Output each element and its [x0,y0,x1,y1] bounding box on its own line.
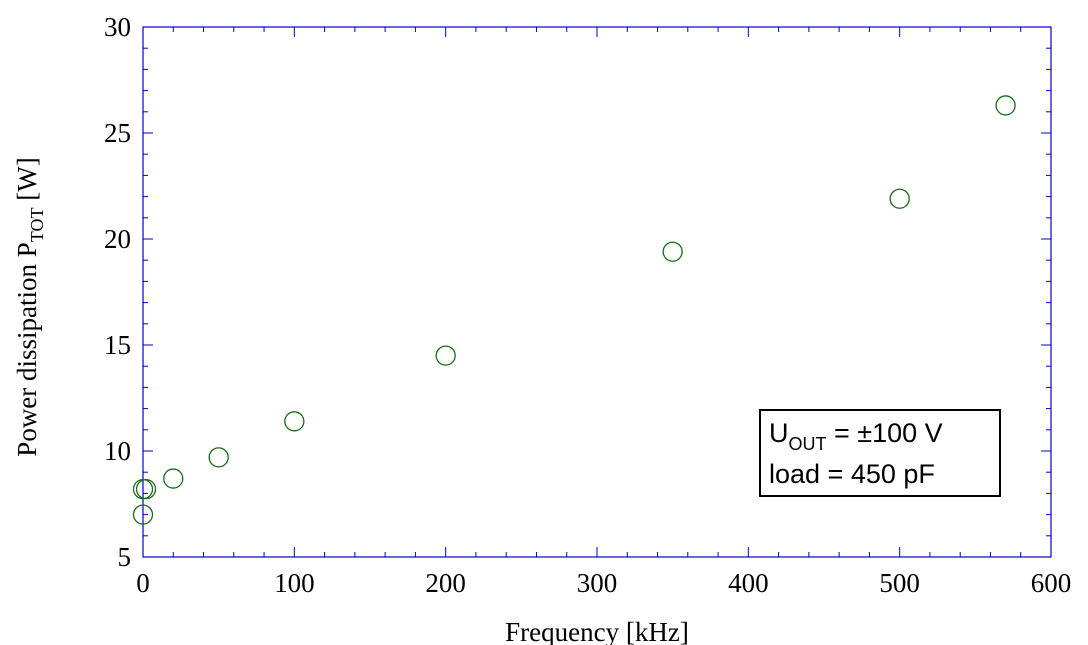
data-point [163,468,184,489]
data-point [132,504,154,525]
data-point [135,479,157,500]
data-point [889,188,910,209]
x-tick-label: 400 [728,568,769,598]
y-tick-label: 10 [104,436,131,466]
annotation-line2: load = 450 pF [769,459,935,489]
y-tick-label: 20 [104,224,131,254]
data-point [662,241,683,262]
y-axis-label-unit: [W] [12,157,42,207]
x-tick-label: 0 [136,568,150,598]
y-tick-label: 25 [104,118,131,148]
annotation-box: UOUT = ±100 V load = 450 pF [759,409,1001,497]
y-axis-label: Power dissipation PTOT [W] [12,157,47,456]
annotation-border [759,409,1001,497]
y-tick-label: 15 [104,330,131,360]
y-tick-label: 5 [118,542,132,572]
x-axis-label: Frequency [kHz] [505,617,689,645]
x-tick-label: 500 [879,568,920,598]
annotation-line1: UOUT = ±100 V [769,418,943,454]
data-point [284,411,305,432]
x-tick-label: 200 [425,568,466,598]
y-tick-label: 30 [104,12,131,42]
y-axis-label-main: Power dissipation P [12,242,42,457]
data-point [208,447,229,468]
x-tick-label: 100 [274,568,315,598]
data-point [435,345,456,366]
x-tick-label: 600 [1031,568,1072,598]
x-tick-labels: 0 100 200 300 400 500 600 [136,568,1071,598]
annotation-out-sub: OUT [789,434,827,454]
annotation-u: U [769,418,789,448]
data-point [995,95,1016,116]
y-axis-label-group: Power dissipation PTOT [W] [12,157,47,456]
plot-frame [142,26,1052,558]
x-tick-label: 300 [577,568,618,598]
minor-ticks [143,27,1051,557]
data-points [132,95,1016,525]
y-axis-label-sub: TOT [27,208,47,243]
y-tick-labels: 5 10 15 20 25 30 [104,12,131,572]
annotation-voltage: = ±100 V [827,418,943,448]
